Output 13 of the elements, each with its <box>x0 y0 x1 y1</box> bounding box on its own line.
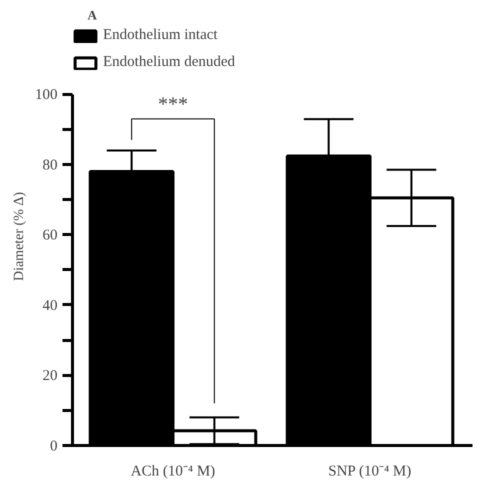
y-tick-label: 0 <box>50 438 58 454</box>
y-tick-label: 40 <box>42 298 58 314</box>
y-tick-label: 20 <box>42 368 58 384</box>
annotation: *** <box>158 93 188 116</box>
y-axis-title: Diameter (% Δ) <box>12 192 27 282</box>
x-tick-label: SNP (10⁻⁴ M) <box>328 464 412 480</box>
legend-label: Endothelium denuded <box>103 54 236 71</box>
y-tick-label: 80 <box>42 157 58 174</box>
y-tick-label: 60 <box>42 228 58 244</box>
chart-title: A <box>88 8 98 22</box>
legend-label: Endothelium intact <box>103 27 218 44</box>
x-tick-label: ACh (10⁻⁴ M) <box>130 464 216 480</box>
y-tick-label: 100 <box>35 87 58 104</box>
